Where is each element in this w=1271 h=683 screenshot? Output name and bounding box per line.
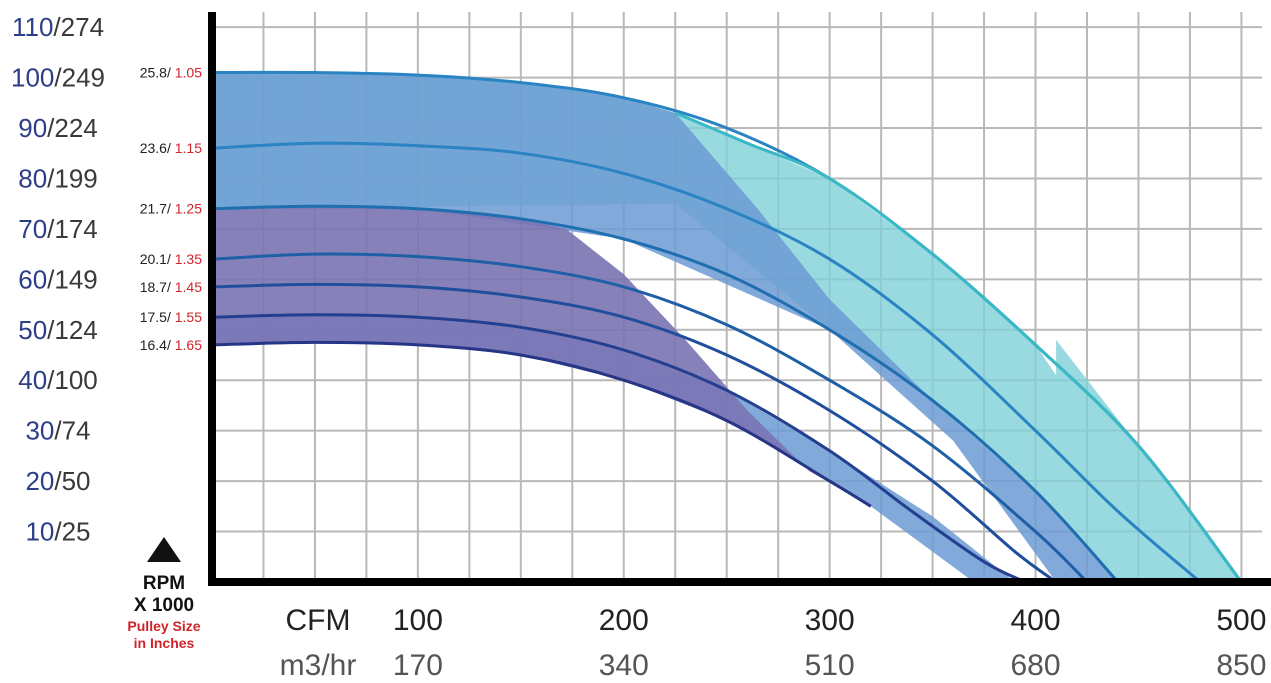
y-tick-label: 70/174	[18, 214, 98, 244]
rpm-curve-3	[211, 204, 1120, 584]
y-tick-label: 50/124	[18, 315, 98, 345]
curve-label: 16.4/ 1.65	[140, 337, 202, 353]
x-tick-label-cfm: 300	[805, 604, 855, 637]
y-tick-label: 30/74	[25, 416, 90, 446]
x-tick-label-m3: 170	[393, 649, 443, 682]
up-arrow-icon	[147, 537, 181, 562]
y-tick-label: 90/224	[18, 113, 98, 143]
y-tick-label: 10/25	[25, 517, 90, 547]
pulley-size-caption: Pulley Size	[127, 618, 200, 634]
curve-label: 21.7/ 1.25	[140, 201, 202, 217]
curve-label: 20.1/ 1.35	[140, 251, 202, 267]
y-tick-label: 110/274	[12, 12, 104, 42]
y-tick-label: 100/249	[11, 63, 105, 93]
x-tick-label-m3: 510	[805, 649, 855, 682]
operating-regions	[212, 72, 1242, 582]
rpm-curves	[211, 70, 1243, 584]
in-inches-caption: in Inches	[134, 635, 195, 651]
rpm-curve-6	[211, 313, 1026, 584]
rpm-curve-4	[211, 252, 1089, 584]
chart-axes	[208, 12, 1271, 586]
x-tick-label-m3: 850	[1216, 649, 1266, 682]
x-tick-label-cfm: 200	[599, 604, 649, 637]
rpm-caption: RPM	[143, 573, 185, 594]
blue-region	[212, 72, 1118, 582]
curve-label: 17.5/ 1.55	[140, 309, 202, 325]
y-tick-label: 60/149	[18, 264, 98, 294]
x-prefix-m3: m3/hr	[280, 649, 357, 682]
x-tick-labels: CFM m3/hr 100 170 200 340 300 510 400 680 500 850	[280, 604, 1267, 682]
rpm-curve-5	[211, 282, 1057, 584]
x-tick-label-cfm: 100	[393, 604, 443, 637]
rpm-curve-7	[211, 340, 872, 508]
curve-labels: 25.8/ 1.05 23.6/ 1.15 21.7/ 1.25 20.1/ 1.35…	[140, 65, 202, 353]
y-tick-label: 80/199	[18, 163, 98, 193]
y-tick-labels: 10/25 20/50 30/74 40/100 50/124 60/149 70/174 8…	[11, 12, 105, 546]
x1000-caption: X 1000	[134, 595, 194, 616]
max-boundary-curve	[674, 111, 1243, 583]
x-tick-label-cfm: 400	[1010, 604, 1060, 637]
y-tick-label: 40/100	[18, 365, 98, 395]
x-tick-label-m3: 680	[1010, 649, 1060, 682]
curve-label: 18.7/ 1.45	[140, 279, 202, 295]
curve-label: 25.8/ 1.05	[140, 65, 202, 81]
x-tick-label-m3: 340	[599, 649, 649, 682]
curve-label: 23.6/ 1.15	[140, 140, 202, 156]
y-axis-caption: RPM X 1000 Pulley Size in Inches	[127, 537, 201, 651]
y-tick-label: 20/50	[25, 466, 90, 496]
rpm-curve-2	[211, 141, 1202, 584]
purple-region	[212, 206, 871, 507]
x-prefix-cfm: CFM	[286, 604, 351, 637]
x-tick-label-cfm: 500	[1216, 604, 1266, 637]
